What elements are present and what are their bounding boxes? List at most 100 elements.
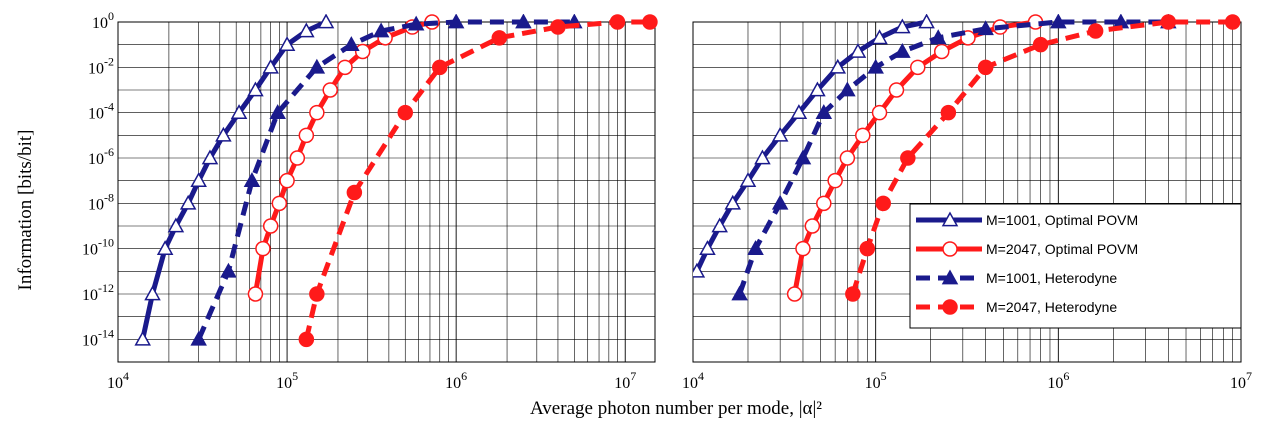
series-group [693, 14, 1241, 302]
data-point [747, 240, 764, 256]
data-point [255, 240, 271, 257]
data-point [786, 286, 803, 302]
y-tick-label: 10-10 [82, 236, 114, 259]
x-tick-label: 104 [107, 369, 129, 392]
data-point [298, 331, 315, 348]
data-point [269, 104, 286, 120]
y-tick-label: 10-6 [88, 145, 114, 168]
data-point [179, 194, 197, 210]
data-point [372, 22, 390, 38]
legend-marker [941, 269, 959, 285]
data-point [1050, 14, 1067, 29]
data-point [771, 126, 789, 142]
data-point [447, 14, 465, 29]
data-point [491, 30, 508, 46]
data-point [790, 104, 808, 120]
data-point [343, 36, 360, 52]
plot-frame [692, 21, 1242, 363]
legend-box [909, 203, 1242, 329]
data-point [699, 240, 716, 256]
data-point [262, 218, 279, 234]
data-point [308, 58, 326, 74]
data-point [815, 104, 833, 120]
data-point [230, 104, 248, 120]
y-tick-label: 100 [92, 9, 114, 32]
data-point [642, 14, 658, 30]
data-point [859, 240, 876, 257]
data-point [134, 330, 151, 346]
data-point [804, 218, 821, 234]
data-point [190, 330, 207, 346]
data-point [940, 104, 957, 121]
data-point [871, 104, 888, 121]
data-point [754, 149, 771, 165]
series-group [134, 14, 658, 348]
data-point [711, 217, 728, 233]
x-tick-label: 105 [865, 369, 887, 392]
x-tick-label: 106 [445, 369, 467, 392]
data-point [190, 172, 207, 188]
legend-label: M=2047, Optimal POVM [986, 241, 1138, 257]
data-point [1224, 14, 1241, 30]
y-tick-label: 10-12 [82, 281, 114, 304]
data-point [271, 195, 288, 212]
data-point [397, 104, 414, 121]
data-point [771, 194, 789, 210]
data-point [289, 150, 306, 166]
data-point [839, 150, 856, 166]
data-point [1087, 23, 1104, 39]
y-tick-label: 10-14 [82, 326, 114, 349]
grid [117, 21, 656, 363]
data-point [354, 43, 371, 60]
data-point [900, 150, 916, 166]
legend-label: M=1001, Heterodyne [986, 270, 1117, 286]
data-point [309, 286, 325, 302]
legend-label: M=1001, Optimal POVM [986, 212, 1138, 228]
series-line [303, 19, 650, 340]
data-point [346, 184, 363, 201]
data-point [167, 217, 185, 233]
data-point [845, 286, 861, 302]
x-axis-label: Average photon number per mode, |α|² [530, 398, 822, 419]
data-point [894, 18, 911, 34]
data-point [309, 104, 325, 121]
data-point [933, 43, 950, 60]
data-point [317, 14, 335, 29]
data-point [918, 14, 935, 29]
data-point [888, 82, 905, 98]
data-point [731, 285, 748, 301]
data-point [829, 58, 847, 74]
data-point [322, 82, 338, 98]
data-point [407, 15, 425, 31]
data-point [977, 59, 994, 76]
data-point [156, 240, 174, 256]
data-point [910, 59, 926, 76]
data-point [515, 14, 532, 29]
data-point [279, 172, 295, 189]
plot-frame [117, 21, 656, 363]
right-chart: 104 105 106 107 [682, 14, 1252, 392]
data-point [201, 149, 219, 165]
y-tick-label: 10-2 [88, 54, 114, 77]
data-point [693, 262, 706, 278]
data-point [432, 59, 448, 76]
data-point [609, 14, 626, 30]
data-point [839, 81, 856, 97]
x-tick-label: 104 [682, 369, 704, 392]
data-point [724, 194, 742, 210]
data-point [220, 262, 237, 278]
data-point [855, 127, 871, 144]
x-tick-label: 107 [614, 369, 636, 392]
y-tick-label: 10-8 [88, 190, 114, 213]
data-point [215, 126, 232, 142]
x-tick-label: 105 [276, 369, 298, 392]
data-point [247, 286, 264, 302]
left-chart: 104 105 106 107 100 10-2 10-4 10-6 10-8 10-10 10-1… [82, 9, 658, 392]
data-point [816, 195, 832, 212]
legend-marker [941, 211, 959, 227]
data-point [794, 149, 812, 165]
data-point [875, 195, 891, 212]
data-point [809, 81, 826, 97]
x-tick-label: 106 [1047, 369, 1069, 392]
